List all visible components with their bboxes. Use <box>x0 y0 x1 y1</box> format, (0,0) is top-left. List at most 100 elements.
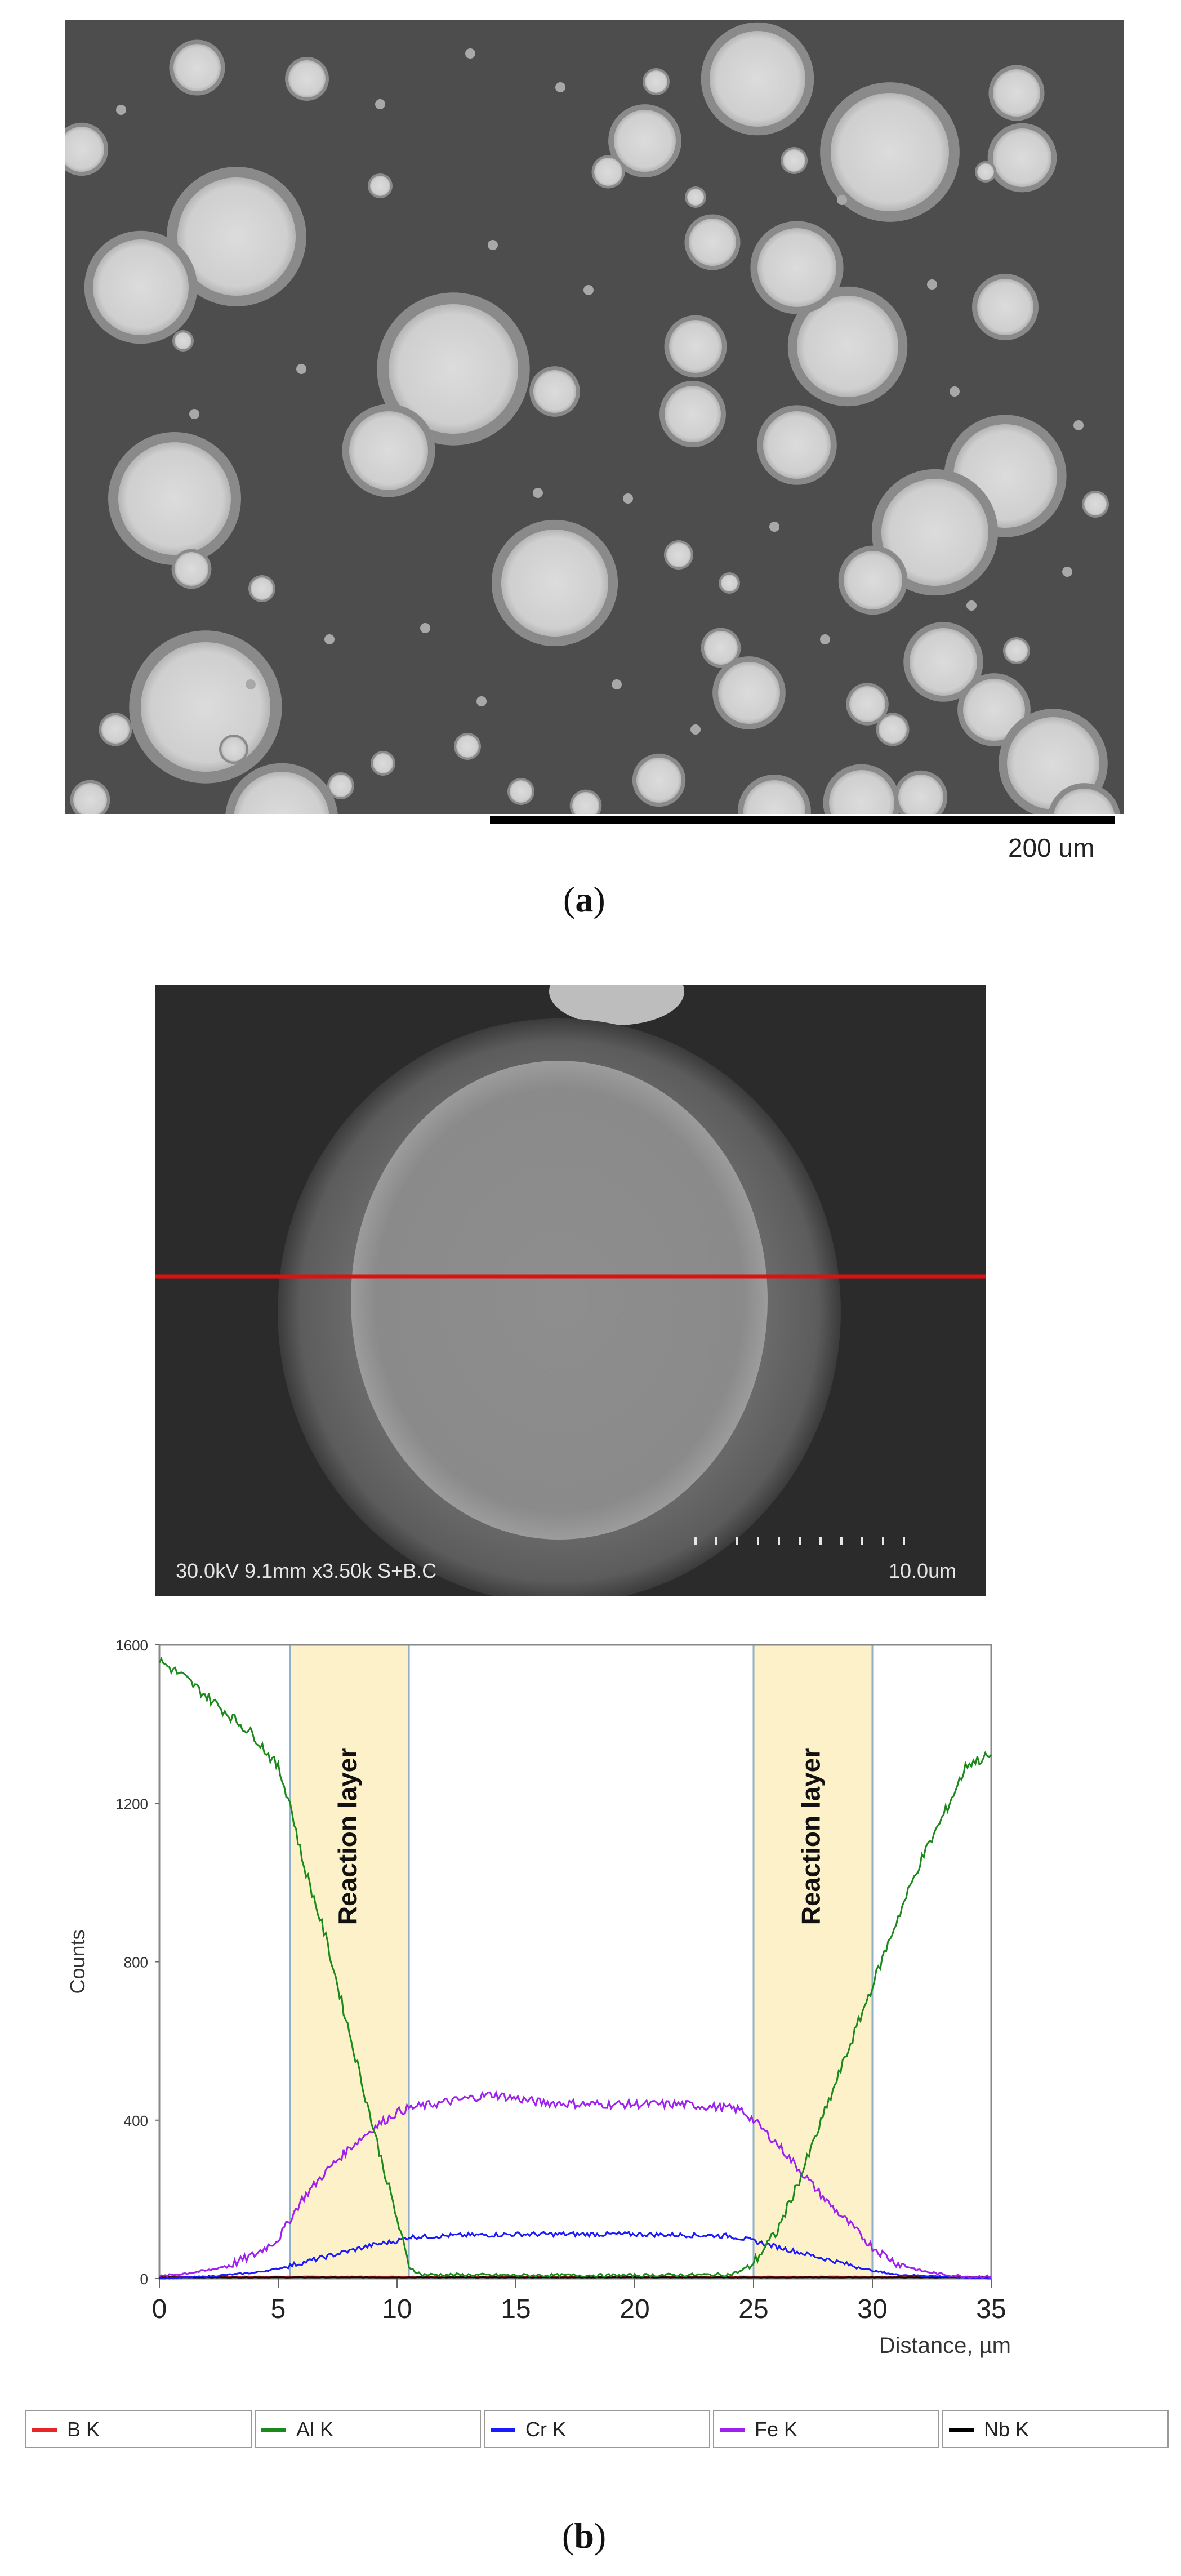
y-axis-label: Counts <box>66 1929 89 1994</box>
reaction-layer-label: Reaction layer <box>333 1748 362 1925</box>
particle-small <box>950 386 960 397</box>
particle <box>93 239 189 335</box>
x-tick-label: 15 <box>501 2294 531 2324</box>
legend-label-b: B K <box>67 2418 100 2441</box>
particle <box>73 783 107 814</box>
particle <box>614 110 676 172</box>
particle-top <box>549 985 684 1025</box>
legend-swatch-al <box>261 2428 286 2432</box>
legend-swatch-b <box>32 2428 57 2432</box>
particle <box>141 642 270 772</box>
particle <box>993 69 1040 117</box>
particle <box>910 628 977 696</box>
particle <box>1084 493 1107 515</box>
particle <box>175 332 191 349</box>
particle <box>993 128 1051 187</box>
particle-small <box>375 99 385 109</box>
particle <box>533 370 576 413</box>
particle <box>501 530 608 637</box>
particle-small <box>623 493 633 504</box>
x-tick-label: 35 <box>976 2294 1006 2324</box>
particle-small <box>488 240 498 250</box>
particle <box>665 386 721 442</box>
x-axis-label: Distance, µm <box>879 2333 1011 2358</box>
particle-small <box>837 195 847 205</box>
line-scan-chart: Reaction layer Reaction layer 0 400 800 1200 1… <box>66 1637 1011 2358</box>
caption-a-letter: a <box>575 879 594 919</box>
particle <box>636 758 681 803</box>
caption-a-close: ) <box>593 879 605 919</box>
particle <box>1005 639 1028 662</box>
particle-small <box>465 48 475 59</box>
series-al-k <box>158 1656 992 2279</box>
particle <box>879 715 907 744</box>
particle <box>329 775 352 797</box>
particle-small <box>1073 420 1084 430</box>
particle-core <box>351 1061 768 1540</box>
particle <box>389 304 518 434</box>
particle <box>288 60 326 97</box>
particle-small <box>555 82 565 92</box>
particle <box>251 577 273 600</box>
particle <box>977 163 994 180</box>
particle <box>783 149 805 172</box>
series-cr-k <box>159 2230 991 2280</box>
legend-swatch-fe <box>720 2428 745 2432</box>
sem-scale-ticks <box>694 1537 905 1545</box>
caption-b-open: ( <box>562 2516 574 2556</box>
x-tick-label: 0 <box>152 2294 167 2324</box>
legend-swatch-cr <box>491 2428 515 2432</box>
x-tick-label: 5 <box>271 2294 286 2324</box>
particle <box>594 158 622 186</box>
sem-scale-label: 10.0um <box>889 1559 957 1582</box>
particle <box>831 93 949 211</box>
y-tick-label: 0 <box>140 2271 148 2288</box>
caption-a: (a) <box>563 879 605 920</box>
particle-small <box>820 634 830 644</box>
y-tick-label: 1200 <box>115 1795 148 1812</box>
particle-small <box>690 724 701 735</box>
particle <box>829 770 894 814</box>
particle <box>689 219 736 266</box>
x-tick-label: 30 <box>857 2294 887 2324</box>
legend-item-al: Al K <box>255 2410 481 2448</box>
particle <box>687 189 704 206</box>
particle-small <box>296 364 306 374</box>
particle <box>743 780 805 814</box>
particle-small <box>966 600 977 611</box>
particle-small <box>533 488 543 498</box>
particle <box>977 279 1033 335</box>
particle <box>173 44 221 91</box>
particle <box>572 792 599 814</box>
particle <box>101 715 130 744</box>
legend-label-cr: Cr K <box>525 2418 566 2441</box>
particle-small <box>583 285 594 295</box>
particle <box>710 31 805 127</box>
particle <box>704 631 738 665</box>
scale-bar <box>490 816 1115 824</box>
caption-b: (b) <box>562 2515 606 2557</box>
particle-small <box>612 679 622 689</box>
legend-item-cr: Cr K <box>484 2410 710 2448</box>
particle <box>349 411 428 490</box>
particle <box>898 775 943 814</box>
sem-image-b <box>155 985 986 1596</box>
y-tick-label: 800 <box>124 1954 148 1971</box>
x-tick-label: 25 <box>738 2294 768 2324</box>
particle <box>175 552 208 586</box>
particle <box>510 780 532 803</box>
particle <box>718 662 780 724</box>
series-fe-k <box>159 2090 992 2279</box>
particle <box>118 442 231 555</box>
particle-small <box>420 623 430 633</box>
particle-small <box>769 522 779 532</box>
caption-a-open: ( <box>563 879 576 919</box>
particle <box>1053 789 1115 814</box>
particle <box>669 320 722 373</box>
scale-bar-label: 200 um <box>1008 833 1095 862</box>
particle-small <box>246 679 256 689</box>
particle <box>757 228 836 307</box>
particle <box>963 679 1025 741</box>
y-tick-label: 400 <box>124 2112 148 2129</box>
particle <box>645 70 667 93</box>
